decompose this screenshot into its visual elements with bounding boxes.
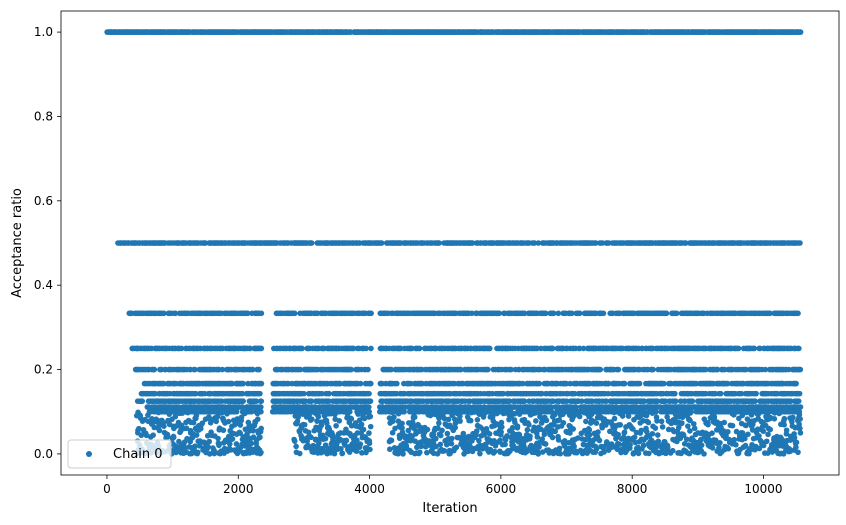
data-point [367, 398, 374, 404]
data-point [597, 366, 604, 373]
data-point [172, 310, 179, 317]
data-point [661, 380, 667, 387]
data-point [486, 345, 493, 352]
data-point [258, 398, 265, 404]
data-point [151, 366, 158, 373]
data-point [366, 390, 372, 397]
data-point [593, 240, 599, 246]
data-point [308, 240, 315, 246]
data-point [240, 380, 246, 387]
data-point [689, 398, 696, 404]
data-point [673, 310, 680, 317]
data-point [536, 380, 543, 387]
data-point [672, 398, 679, 404]
data-point [436, 240, 442, 246]
data-point [139, 398, 146, 404]
data-point [735, 345, 742, 352]
data-point [797, 404, 804, 410]
data-point [299, 345, 305, 352]
data-point [378, 240, 385, 246]
data-point [258, 310, 265, 317]
data-point [301, 390, 307, 397]
data-point [797, 240, 803, 246]
data-point [751, 345, 758, 352]
data-point [363, 345, 369, 352]
data-point [401, 408, 407, 415]
data-point [240, 398, 246, 404]
data-point [368, 310, 374, 317]
data-point [256, 366, 262, 373]
data-point [793, 380, 799, 387]
data-point [233, 408, 240, 415]
data-point [368, 345, 374, 352]
data-point [636, 380, 643, 387]
data-point [291, 310, 298, 317]
data-point [394, 380, 400, 387]
data-point [257, 390, 263, 397]
data-point [615, 366, 622, 373]
data-point [797, 29, 804, 35]
data-point [753, 390, 759, 397]
data-point [535, 240, 542, 246]
data-point [621, 380, 628, 387]
data-point [795, 398, 802, 404]
data-point [258, 380, 265, 387]
data-point [357, 380, 364, 387]
data-point [365, 366, 371, 373]
data-point [469, 240, 476, 246]
scatter-points [104, 29, 804, 457]
data-point [326, 390, 332, 397]
data-point [752, 398, 758, 404]
data-point [796, 345, 802, 352]
data-point [600, 310, 607, 317]
data-point [555, 310, 562, 317]
data-point [245, 310, 251, 317]
data-point [796, 390, 803, 397]
data-point [416, 345, 423, 352]
data-point [683, 240, 689, 246]
data-point [717, 390, 724, 397]
data-point [161, 310, 167, 317]
data-point [258, 345, 265, 352]
data-point [650, 366, 656, 373]
data-point [797, 366, 804, 373]
data-point [576, 310, 583, 317]
data-point [663, 310, 670, 317]
data-point [795, 310, 801, 317]
data-point [672, 390, 678, 397]
data-point [485, 366, 491, 373]
data-point [531, 240, 538, 246]
data-point [368, 380, 374, 387]
